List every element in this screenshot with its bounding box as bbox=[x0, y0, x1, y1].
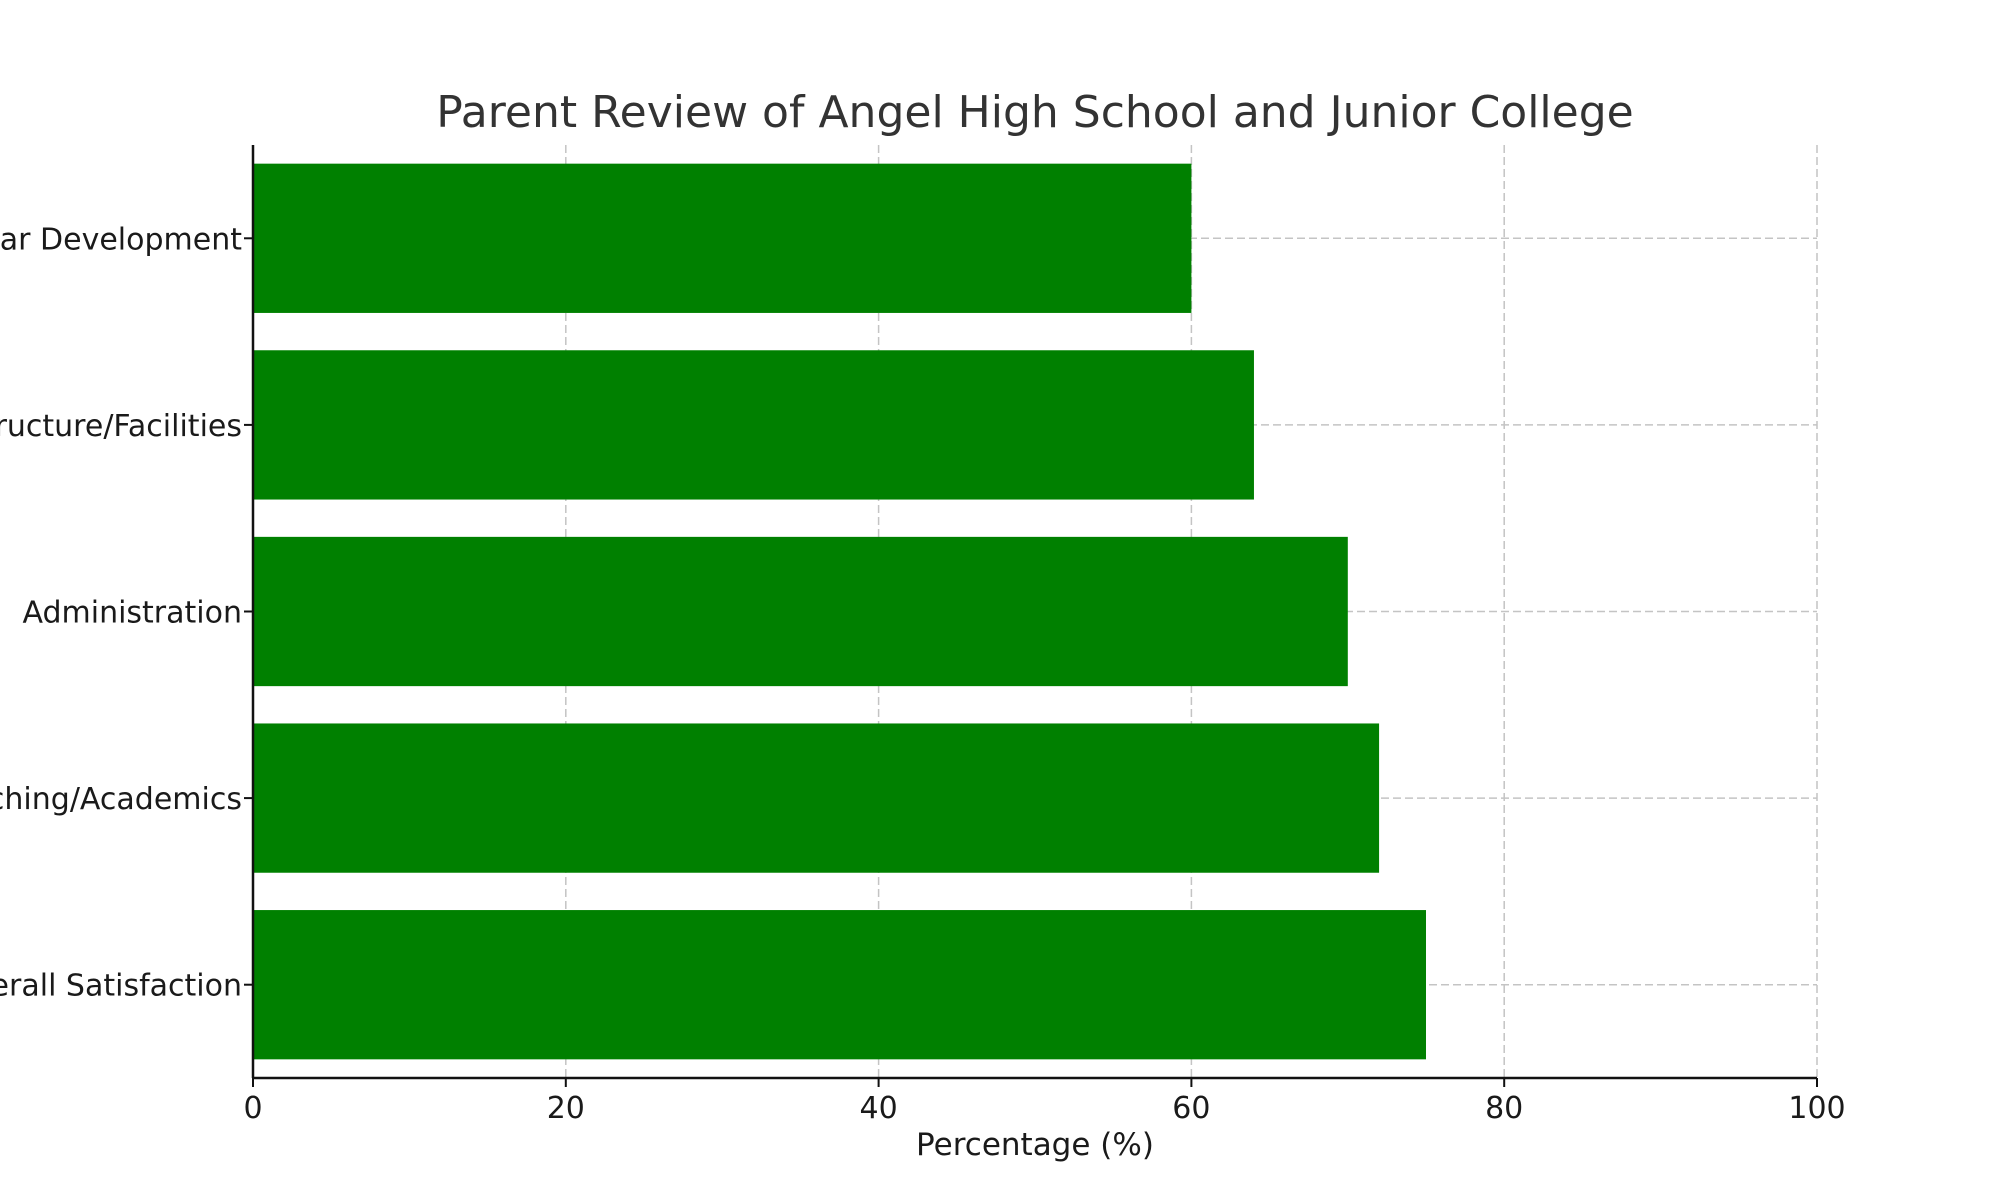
y-tick-label: Administration bbox=[22, 596, 242, 631]
x-tick-label: 60 bbox=[1172, 1091, 1210, 1126]
x-tick-label: 40 bbox=[860, 1091, 898, 1126]
bar bbox=[253, 723, 1380, 873]
x-tick-label: 80 bbox=[1485, 1091, 1523, 1126]
y-tick-label: Overall Satisfaction bbox=[0, 969, 242, 1004]
bar bbox=[253, 163, 1192, 313]
bar-layer bbox=[253, 163, 1426, 1060]
x-tick-label: 0 bbox=[243, 1091, 262, 1126]
bar bbox=[253, 910, 1426, 1060]
x-tick-label: 100 bbox=[1788, 1091, 1845, 1126]
chart-title: Parent Review of Angel High School and J… bbox=[436, 87, 1633, 138]
tick-layer: 0 20 40 60 80 100 Overall Satisfaction Teaching… bbox=[0, 222, 1846, 1126]
y-tick-label: Extracurricular Development bbox=[0, 222, 242, 257]
y-tick-label: Infrastructure/Facilities bbox=[0, 409, 242, 444]
bar bbox=[253, 536, 1348, 687]
y-tick-label: Teaching/Academics bbox=[0, 782, 242, 817]
x-tick-label: 20 bbox=[547, 1091, 585, 1126]
bar bbox=[253, 350, 1254, 500]
x-axis-label: Percentage (%) bbox=[916, 1127, 1154, 1163]
